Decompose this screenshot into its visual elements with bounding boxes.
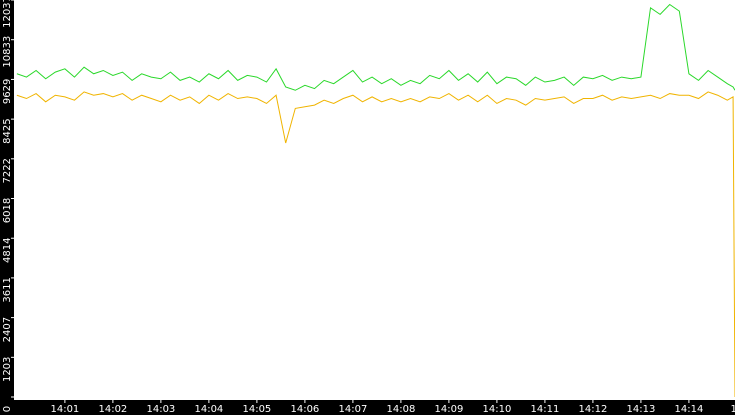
y-tick-label: 8425 <box>2 118 13 143</box>
x-tick-label: 14:08 <box>386 404 415 415</box>
y-tick-label: 3611 <box>2 277 13 302</box>
y-tick-label: 2407 <box>2 317 13 342</box>
y-tick-label: 10833 <box>2 36 13 68</box>
y-tick-label: 9629 <box>2 79 13 104</box>
x-tick-label: 14:07 <box>338 404 367 415</box>
x-tick-label: 14:11 <box>530 404 559 415</box>
y-tick-label: 7222 <box>2 158 13 183</box>
x-tick-label: 14 <box>731 404 735 415</box>
x-tick-label: 14:02 <box>98 404 127 415</box>
x-tick-label: 14:09 <box>434 404 463 415</box>
series-line <box>16 91 735 398</box>
y-tick-label: 4814 <box>2 237 13 262</box>
x-tick-label: 14:01 <box>50 404 79 415</box>
x-tick-label: 14:13 <box>627 404 656 415</box>
x-tick-label: 14:04 <box>194 404 223 415</box>
x-tick-label: 14:14 <box>675 404 704 415</box>
x-tick-label: 14:03 <box>146 404 175 415</box>
y-tick-label: 12037 <box>2 0 13 28</box>
y-axis-strip <box>0 0 14 415</box>
y-tick-label: 1203 <box>2 357 13 382</box>
series-line <box>16 3 735 91</box>
x-tick-label: 14:12 <box>578 404 607 415</box>
y-tick-label: 6018 <box>2 198 13 223</box>
x-tick-label: 14:05 <box>242 404 271 415</box>
y-tick-label: 0 <box>2 406 13 412</box>
x-tick-label: 14:06 <box>290 404 319 415</box>
x-tick-label: 14:10 <box>482 404 511 415</box>
x-axis-strip <box>0 400 735 415</box>
